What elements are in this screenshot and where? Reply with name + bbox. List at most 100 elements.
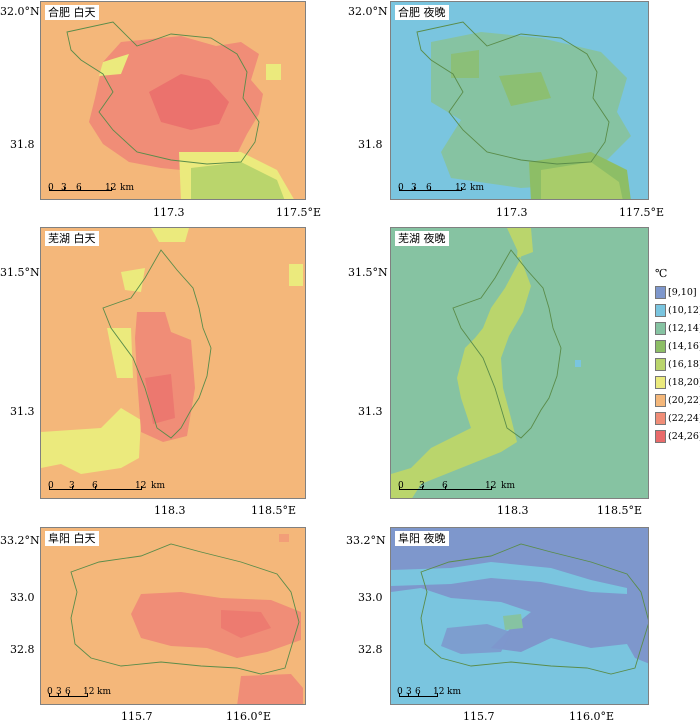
scale-label-6: 6 xyxy=(426,183,432,193)
xtick-label: 116.0°E xyxy=(569,710,615,723)
scale-label-0: 0 xyxy=(48,481,54,491)
scale-bar xyxy=(49,481,149,495)
scale-bar xyxy=(49,182,119,196)
scale-label-12: 12 xyxy=(135,481,147,491)
scale-unit: km xyxy=(501,481,515,491)
legend-swatch xyxy=(655,303,666,317)
scale-label-12: 12 xyxy=(105,183,117,193)
scale-label-0: 0 xyxy=(398,481,404,491)
legend-label: (10,12] xyxy=(668,304,700,316)
map-panel-wuhu-day: 芜湖 白天 0 3 6 12 km xyxy=(40,227,306,499)
scale-label-12: 12 xyxy=(485,481,497,491)
map-panel-hefei-night: 合肥 夜晚 0 3 6 12 km xyxy=(390,1,649,200)
panel-title: 阜阳 白天 xyxy=(45,531,99,546)
legend-label: (22,24] xyxy=(668,412,700,424)
legend-label: (14,16] xyxy=(668,340,700,352)
scale-bar xyxy=(399,481,499,495)
scale-unit: km xyxy=(97,687,111,697)
legend-item: (22,24] xyxy=(655,409,700,427)
scale-label-12: 12 xyxy=(433,687,445,697)
xtick-label: 118.3 xyxy=(497,504,529,517)
xtick-label: 117.3 xyxy=(153,206,185,219)
scale-label-6: 6 xyxy=(92,481,98,491)
xtick-label: 115.7 xyxy=(121,710,153,723)
map-panel-fuyang-night: 阜阳 夜晚 0 3 6 12 km xyxy=(390,527,649,705)
temperature-map-fuyang-night xyxy=(391,528,648,704)
ytick-label: 33.2°N xyxy=(0,534,40,547)
ytick-label: 33.2°N xyxy=(346,534,386,547)
ytick-label: 32.8 xyxy=(10,643,35,656)
temperature-map-hefei-night xyxy=(391,2,648,199)
ytick-label: 31.3 xyxy=(10,405,35,418)
temperature-legend: ℃ [9,10] (10,12] (12,14] (14,16] (16,18] (18,… xyxy=(655,267,700,445)
scale-label-3: 3 xyxy=(61,183,67,193)
panel-title: 阜阳 夜晚 xyxy=(395,531,449,546)
xtick-label: 117.5°E xyxy=(276,206,322,219)
ytick-label: 33.0 xyxy=(10,591,35,604)
scale-bar xyxy=(399,688,449,702)
legend-swatch xyxy=(655,393,666,407)
temperature-map-wuhu-night xyxy=(391,228,648,498)
scale-label-12: 12 xyxy=(83,687,95,697)
legend-item: (16,18] xyxy=(655,355,700,373)
scale-label-0: 0 xyxy=(48,183,54,193)
panel-title: 芜湖 白天 xyxy=(45,231,99,246)
legend-label: [9,10] xyxy=(668,286,697,298)
ytick-label: 32.8 xyxy=(358,643,383,656)
temperature-map-hefei-day xyxy=(41,2,305,199)
legend-swatch xyxy=(655,339,666,353)
legend-item: (10,12] xyxy=(655,301,700,319)
panel-title: 合肥 夜晚 xyxy=(395,5,449,20)
scale-label-3: 3 xyxy=(419,481,425,491)
temperature-map-fuyang-day xyxy=(41,528,305,704)
scale-label-3: 3 xyxy=(411,183,417,193)
xtick-label: 118.5°E xyxy=(597,504,643,517)
temperature-map-wuhu-day xyxy=(41,228,305,498)
scale-label-6: 6 xyxy=(442,481,448,491)
scale-label-6: 6 xyxy=(415,687,421,697)
scale-label-0: 0 xyxy=(47,687,53,697)
scale-label-0: 0 xyxy=(397,687,403,697)
ytick-label: 31.5°N xyxy=(0,266,40,279)
legend-label: (12,14] xyxy=(668,322,700,334)
legend-swatch xyxy=(655,285,666,299)
xtick-label: 116.0°E xyxy=(226,710,272,723)
legend-label: (16,18] xyxy=(668,358,700,370)
xtick-label: 117.5°E xyxy=(619,206,665,219)
ytick-label: 31.8 xyxy=(10,138,35,151)
legend-item: (12,14] xyxy=(655,319,700,337)
map-panel-hefei-day: 合肥 白天 0 3 6 12 km xyxy=(40,1,306,200)
ytick-label: 33.0 xyxy=(358,591,383,604)
scale-unit: km xyxy=(470,183,484,193)
scale-unit: km xyxy=(120,183,134,193)
scale-label-12: 12 xyxy=(455,183,467,193)
legend-label: (18,20] xyxy=(668,376,700,388)
xtick-label: 118.5°E xyxy=(251,504,297,517)
ytick-label: 32.0°N xyxy=(348,5,388,18)
scale-label-3: 3 xyxy=(406,687,412,697)
legend-label: (24,26] xyxy=(668,430,700,442)
legend-unit: ℃ xyxy=(655,267,668,280)
legend-item: (20,22] xyxy=(655,391,700,409)
ytick-label: 31.5°N xyxy=(348,266,388,279)
scale-label-3: 3 xyxy=(56,687,62,697)
legend-item: [9,10] xyxy=(655,283,699,301)
scale-label-6: 6 xyxy=(65,687,71,697)
scale-label-0: 0 xyxy=(398,183,404,193)
legend-swatch xyxy=(655,429,666,443)
ytick-label: 31.3 xyxy=(358,405,383,418)
scale-label-6: 6 xyxy=(76,183,82,193)
scale-bar xyxy=(49,688,99,702)
xtick-label: 115.7 xyxy=(463,710,495,723)
legend-swatch xyxy=(655,357,666,371)
scale-bar xyxy=(399,182,469,196)
map-panel-fuyang-day: 阜阳 白天 0 3 6 12 km xyxy=(40,527,306,705)
ytick-label: 31.8 xyxy=(358,138,383,151)
legend-item: (18,20] xyxy=(655,373,700,391)
legend-swatch xyxy=(655,411,666,425)
legend-item: (14,16] xyxy=(655,337,700,355)
scale-unit: km xyxy=(151,481,165,491)
map-panel-wuhu-night: 芜湖 夜晚 0 3 6 12 km xyxy=(390,227,649,499)
panel-title: 芜湖 夜晚 xyxy=(395,231,449,246)
scale-unit: km xyxy=(447,687,461,697)
